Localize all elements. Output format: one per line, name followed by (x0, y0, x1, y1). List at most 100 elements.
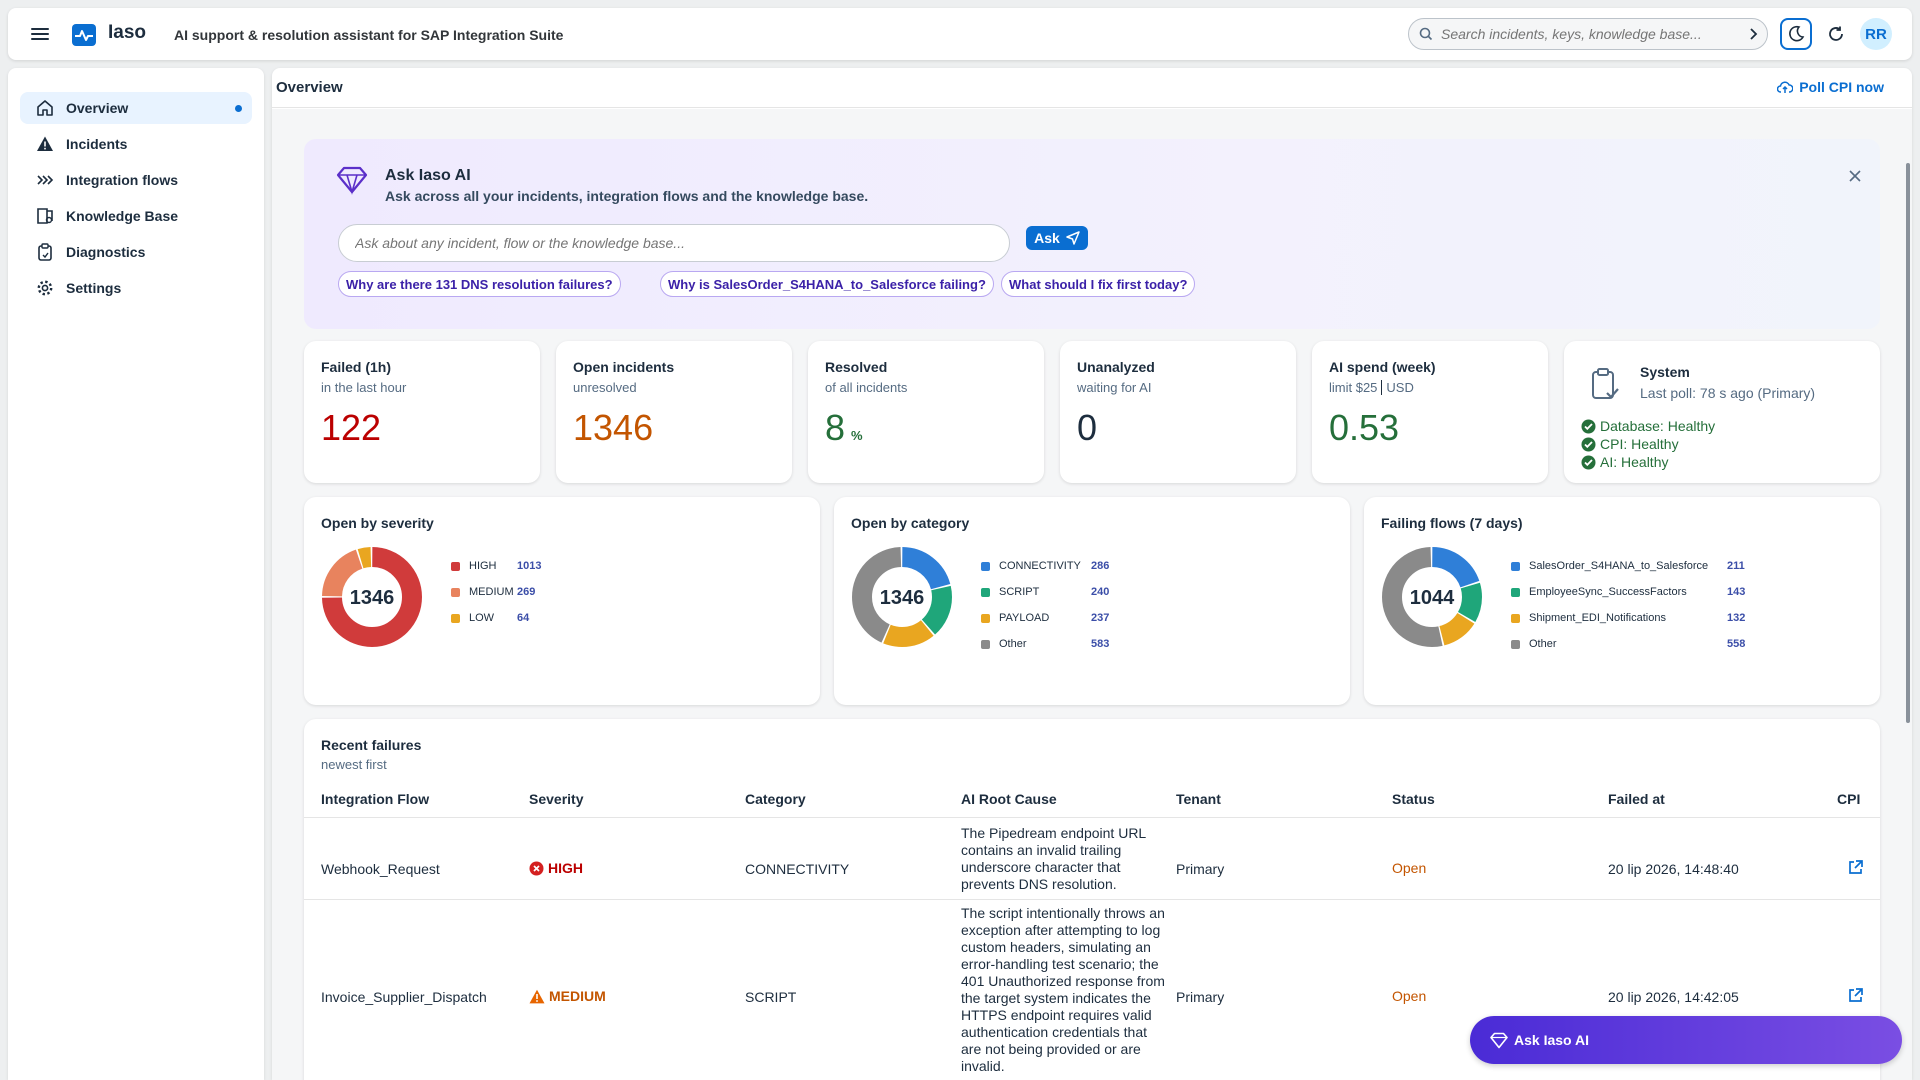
close-icon[interactable] (1848, 169, 1862, 183)
failed-at-value: 20 lip 2026, 14:42:05 (1608, 989, 1739, 1005)
flows-donut[interactable]: 1044 (1380, 545, 1484, 649)
severity-slice-0[interactable] (322, 547, 422, 647)
kpi-open-card[interactable]: Open incidents unresolved 1346 (556, 341, 792, 483)
legend-label: Shipment_EDI_Notifications (1529, 612, 1666, 624)
ask-button[interactable]: Ask (1026, 226, 1088, 250)
column-header[interactable]: Status (1392, 791, 1435, 807)
sidebar-item-knowledge-base[interactable]: Knowledge Base (20, 200, 252, 232)
severity-badge: HIGH (529, 860, 583, 876)
column-header[interactable]: Tenant (1176, 791, 1221, 807)
health-ai: AI: Healthy (1581, 454, 1668, 470)
refresh-button[interactable] (1820, 18, 1852, 50)
legend-value: 269 (517, 586, 536, 598)
kpi-failed-card[interactable]: Failed (1h) in the last hour 122 (304, 341, 540, 483)
app-name[interactable]: Iaso (108, 22, 147, 43)
global-search[interactable] (1408, 18, 1768, 50)
warning-icon (34, 133, 56, 155)
external-link-icon[interactable] (1847, 859, 1864, 876)
search-input[interactable] (1441, 19, 1741, 49)
kpi-resolved-card[interactable]: Resolved of all incidents 8% (808, 341, 1044, 483)
severity-chart-card: Open by severity 1346 HIGH 1013 MEDIUM 269 L… (304, 497, 820, 705)
sidebar: Overview Incidents Integration flows Kno… (8, 68, 264, 1080)
sidebar-item-overview[interactable]: Overview (20, 92, 252, 124)
flow-name[interactable]: Webhook_Request (321, 861, 440, 877)
sidebar-item-settings[interactable]: Settings (20, 272, 252, 304)
sidebar-item-integration-flows[interactable]: Integration flows (20, 164, 252, 196)
clipboard-check-icon (1590, 367, 1620, 401)
legend-item[interactable]: CONNECTIVITY 286 (981, 558, 1121, 574)
sidebar-item-label: Overview (66, 100, 129, 116)
legend-item[interactable]: Shipment_EDI_Notifications 132 (1511, 610, 1761, 626)
column-header[interactable]: Failed at (1608, 791, 1665, 807)
health-cpi: CPI: Healthy (1581, 436, 1679, 452)
category-value: SCRIPT (745, 989, 797, 1005)
legend-item[interactable]: Other 583 (981, 636, 1121, 652)
avatar[interactable]: RR (1860, 18, 1892, 50)
external-link-icon[interactable] (1847, 987, 1864, 1004)
category-value: CONNECTIVITY (745, 861, 850, 877)
book-icon (34, 205, 56, 227)
chevron-right-icon[interactable] (1747, 27, 1759, 41)
legend-swatch (981, 587, 990, 597)
legend-swatch (451, 613, 460, 623)
app-subtitle: AI support & resolution assistant for SA… (174, 27, 564, 43)
flows-slice-1[interactable] (1382, 547, 1482, 647)
category-slice-1[interactable] (852, 547, 952, 647)
legend-item[interactable]: SCRIPT 240 (981, 584, 1121, 600)
clipboard-icon (34, 241, 56, 263)
category-slice-3[interactable] (852, 547, 952, 647)
severity-label: MEDIUM (549, 988, 606, 1004)
flow-name[interactable]: Invoice_Supplier_Dispatch (321, 989, 487, 1005)
category-slice-2[interactable] (852, 547, 952, 647)
column-header[interactable]: Integration Flow (321, 791, 430, 807)
legend-item[interactable]: MEDIUM 269 (451, 584, 571, 600)
legend-swatch (1511, 587, 1520, 597)
kpi-unanalyzed-card[interactable]: Unanalyzed waiting for AI 0 (1060, 341, 1296, 483)
ask-ai-input[interactable] (355, 225, 995, 261)
suggestion-chip[interactable]: Why are there 131 DNS resolution failure… (338, 271, 621, 297)
legend-item[interactable]: SalesOrder_S4HANA_to_Salesforce 211 (1511, 558, 1761, 574)
page-title: Overview (276, 79, 343, 96)
flows-slice-3[interactable] (1382, 547, 1482, 647)
system-title: System (1640, 364, 1690, 380)
column-header[interactable]: Severity (529, 791, 584, 807)
ask-ai-field[interactable] (338, 224, 1010, 262)
suggestion-chip[interactable]: Why is SalesOrder_S4HANA_to_Salesforce f… (660, 271, 994, 297)
system-status-card: System Last poll: 78 s ago (Primary) Dat… (1564, 341, 1880, 483)
kpi-value: 0.53 (1329, 407, 1400, 448)
ask-ai-floating-button[interactable]: Ask Iaso AI (1470, 1016, 1902, 1064)
flows-chart-card: Failing flows (7 days) 1044 SalesOrder_S… (1364, 497, 1880, 705)
column-header[interactable]: AI Root Cause (961, 791, 1057, 807)
kpi-title: Failed (1h) (321, 359, 392, 375)
legend-swatch (451, 561, 460, 571)
scrollbar[interactable] (1906, 163, 1910, 723)
kpi-subtitle: limit $25 USD (1329, 380, 1414, 395)
check-circle-icon (1581, 455, 1596, 470)
column-header[interactable]: CPI (1837, 791, 1861, 807)
category-donut[interactable]: 1346 (850, 545, 954, 649)
severity-badge: MEDIUM (529, 988, 606, 1004)
suggestion-chip[interactable]: What should I fix first today? (1001, 271, 1196, 297)
theme-toggle-button[interactable] (1780, 18, 1812, 50)
sidebar-item-incidents[interactable]: Incidents (20, 128, 252, 160)
sidebar-item-diagnostics[interactable]: Diagnostics (20, 236, 252, 268)
legend-value: 237 (1091, 612, 1110, 624)
kpi-title: Resolved (825, 359, 888, 375)
kpi-title: AI spend (week) (1329, 359, 1436, 375)
severity-donut[interactable]: 1346 (320, 545, 424, 649)
check-circle-icon (1581, 437, 1596, 452)
legend-item[interactable]: PAYLOAD 237 (981, 610, 1121, 626)
column-header[interactable]: Category (745, 791, 806, 807)
poll-cpi-button[interactable]: Poll CPI now (1777, 79, 1884, 95)
legend-label: PAYLOAD (999, 612, 1050, 624)
legend-item[interactable]: HIGH 1013 (451, 558, 571, 574)
ask-button-label: Ask (1034, 230, 1060, 246)
menu-icon[interactable] (28, 22, 52, 46)
legend-item[interactable]: Other 558 (1511, 636, 1761, 652)
legend-swatch (981, 613, 990, 623)
kpi-ai-spend-card[interactable]: AI spend (week) limit $25 USD 0.53 (1312, 341, 1548, 483)
category-total: 1346 (880, 587, 925, 609)
legend-item[interactable]: LOW 64 (451, 610, 571, 626)
sidebar-item-label: Settings (66, 280, 122, 296)
legend-item[interactable]: EmployeeSync_SuccessFactors 143 (1511, 584, 1761, 600)
